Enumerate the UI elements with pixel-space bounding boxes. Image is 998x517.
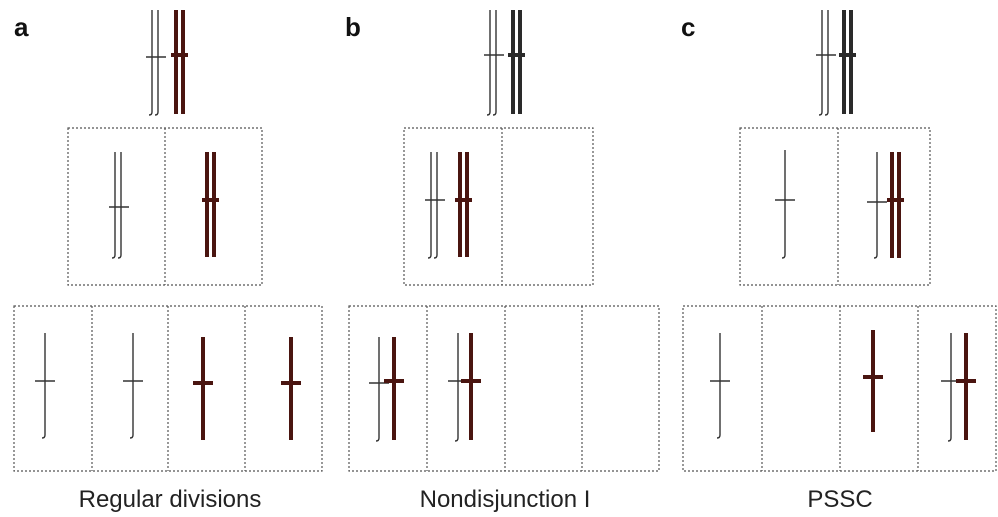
chromatid-thin [455, 333, 458, 441]
chromatid-thin [376, 337, 379, 441]
cell-box [404, 128, 593, 285]
chromatid-thin [118, 152, 121, 258]
chromatid-thin [717, 333, 720, 438]
chromatid-thin [42, 333, 45, 438]
chromatid-thin [428, 152, 431, 258]
panel-caption: Nondisjunction I [420, 486, 591, 513]
chromatid-thin [112, 152, 115, 258]
panel-caption: PSSC [807, 486, 872, 513]
cell-box [740, 128, 930, 285]
chromatid-thin [782, 150, 785, 258]
chromatid-thin [487, 10, 490, 115]
panel-caption: Regular divisions [79, 486, 262, 513]
chromatid-thin [434, 152, 437, 258]
chromatid-thin [149, 10, 152, 115]
chromatid-thin [948, 333, 951, 441]
chromatid-thin [155, 10, 158, 115]
chromatid-thin [493, 10, 496, 115]
diagram-shapes [14, 10, 996, 471]
chromatid-thin [819, 10, 822, 115]
panel-label: a [14, 12, 29, 42]
figure: a b c Regular divisions Nondisjunction I… [0, 0, 998, 517]
chromatid-thin [874, 152, 877, 258]
chromatid-thin [825, 10, 828, 115]
panel-label: c [681, 12, 695, 42]
panel-label: b [345, 12, 361, 42]
chromatid-thin [130, 333, 133, 438]
